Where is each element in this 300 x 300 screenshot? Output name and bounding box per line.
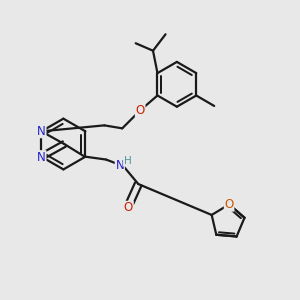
Text: N: N [116,159,124,172]
Text: O: O [224,198,234,211]
Text: N: N [37,151,46,164]
Text: O: O [124,201,133,214]
Text: N: N [37,124,46,137]
Text: H: H [124,156,131,166]
Text: O: O [136,104,145,117]
